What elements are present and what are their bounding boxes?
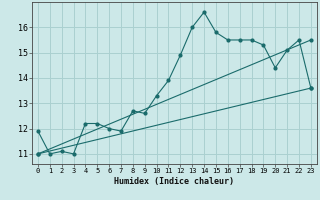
X-axis label: Humidex (Indice chaleur): Humidex (Indice chaleur) bbox=[115, 177, 234, 186]
